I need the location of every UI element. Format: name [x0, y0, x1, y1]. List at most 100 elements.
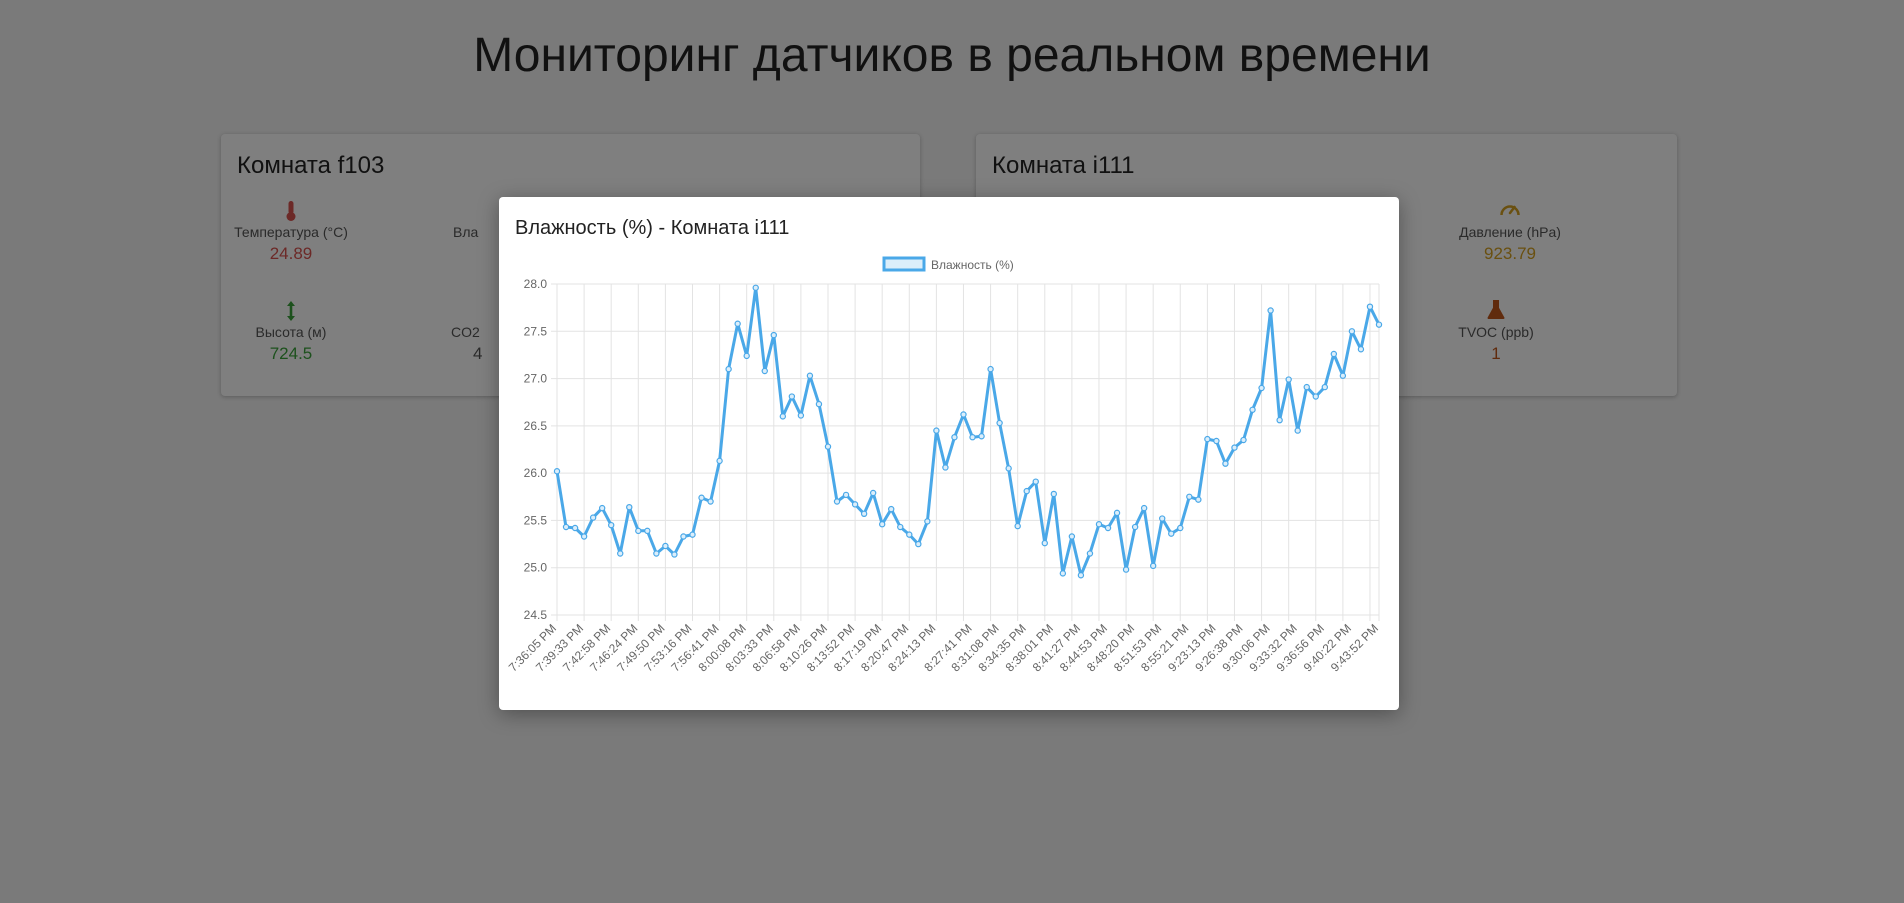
- data-point: [906, 531, 913, 538]
- humidity-chart: 28.027.527.026.526.025.525.024.57:36:05 …: [506, 256, 1383, 675]
- data-point: [987, 365, 994, 373]
- data-point: [878, 521, 886, 528]
- data-point: [1276, 416, 1283, 424]
- data-point: [1204, 435, 1211, 443]
- data-point: [1077, 572, 1085, 579]
- data-point: [1095, 521, 1103, 528]
- data-point: [915, 540, 922, 548]
- chart-modal: Влажность (%) - Комната i111 28.0 27.5 27.…: [499, 197, 1399, 710]
- data-point: [1032, 478, 1039, 485]
- data-point: [1168, 530, 1175, 537]
- data-point: [607, 521, 615, 529]
- data-point: [562, 523, 570, 531]
- data-point: [978, 433, 985, 440]
- data-point: [1195, 496, 1202, 503]
- y-tick-label: 28.0: [524, 277, 548, 291]
- data-point: [716, 457, 723, 465]
- data-point: [1222, 460, 1229, 467]
- data-point: [942, 464, 949, 471]
- data-point: [1213, 437, 1220, 445]
- data-point: [770, 331, 777, 339]
- data-point: [752, 284, 759, 291]
- data-point: [761, 367, 768, 375]
- modal-title: Влажность (%) - Комната i111: [515, 217, 790, 239]
- data-point: [1149, 562, 1157, 570]
- y-tick-label: 27.5: [524, 324, 548, 338]
- data-point: [788, 393, 796, 400]
- data-point: [1068, 533, 1076, 540]
- data-point: [734, 320, 741, 327]
- data-point: [897, 523, 904, 531]
- data-point: [1140, 504, 1148, 512]
- data-point: [698, 494, 705, 501]
- data-point: [644, 527, 651, 535]
- data-point: [933, 427, 940, 434]
- data-point: [689, 531, 696, 538]
- data-point: [951, 434, 958, 441]
- data-point: [1177, 524, 1184, 532]
- data-point: [1303, 383, 1310, 391]
- data-point: [1258, 384, 1265, 392]
- data-point: [1086, 550, 1094, 557]
- data-point: [598, 504, 606, 512]
- data-point: [779, 413, 787, 420]
- data-point: [1131, 523, 1139, 531]
- y-tick-label: 26.0: [524, 466, 548, 480]
- y-tick-label: 27.0: [524, 372, 548, 386]
- data-point: [1285, 376, 1292, 383]
- data-point: [725, 365, 732, 373]
- data-point: [1041, 539, 1048, 547]
- chart-legend: Влажность (%): [882, 256, 1014, 272]
- chart-grid: [551, 283, 1380, 621]
- data-point: [815, 400, 823, 408]
- data-point: [860, 510, 868, 518]
- data-point: [580, 533, 588, 540]
- data-point: [626, 503, 633, 511]
- data-point: [680, 533, 687, 540]
- data-point: [571, 524, 579, 532]
- data-point: [1050, 490, 1058, 498]
- data-point: [806, 372, 814, 379]
- data-point: [1375, 321, 1383, 328]
- data-point: [824, 443, 832, 450]
- data-point: [1159, 515, 1166, 522]
- data-point: [797, 412, 805, 419]
- data-point: [1014, 522, 1021, 530]
- data-point: [1249, 406, 1256, 413]
- data-point: [1339, 372, 1347, 379]
- data-point: [653, 550, 660, 557]
- data-point: [996, 419, 1003, 427]
- data-point: [1357, 346, 1365, 353]
- data-point: [1186, 493, 1193, 500]
- data-point: [1122, 566, 1130, 573]
- data-point: [707, 498, 714, 505]
- data-point: [1267, 307, 1274, 314]
- data-point: [888, 505, 895, 513]
- data-point: [960, 411, 967, 418]
- data-point: [851, 501, 859, 508]
- data-point: [1240, 436, 1247, 444]
- data-point: [671, 551, 678, 558]
- data-point: [924, 518, 931, 525]
- data-point: [869, 489, 877, 497]
- data-point: [1023, 487, 1030, 495]
- y-tick-label: 26.5: [524, 419, 548, 433]
- data-point: [1348, 328, 1356, 335]
- data-point: [833, 498, 841, 505]
- data-point: [1059, 570, 1067, 577]
- data-point: [1104, 524, 1112, 532]
- data-point: [1294, 427, 1301, 434]
- y-tick-label: 24.5: [524, 608, 548, 622]
- legend-label: Влажность (%): [931, 258, 1014, 272]
- y-tick-label: 25.5: [524, 513, 548, 527]
- data-point: [1330, 350, 1338, 358]
- data-point: [1113, 509, 1121, 517]
- data-point: [617, 550, 624, 557]
- data-point: [1312, 393, 1319, 400]
- data-point: [662, 542, 669, 550]
- data-point: [1366, 303, 1374, 310]
- data-point: [553, 468, 561, 475]
- y-tick-label: 25.0: [524, 561, 548, 575]
- data-point: [1321, 383, 1329, 391]
- data-point: [1005, 465, 1012, 472]
